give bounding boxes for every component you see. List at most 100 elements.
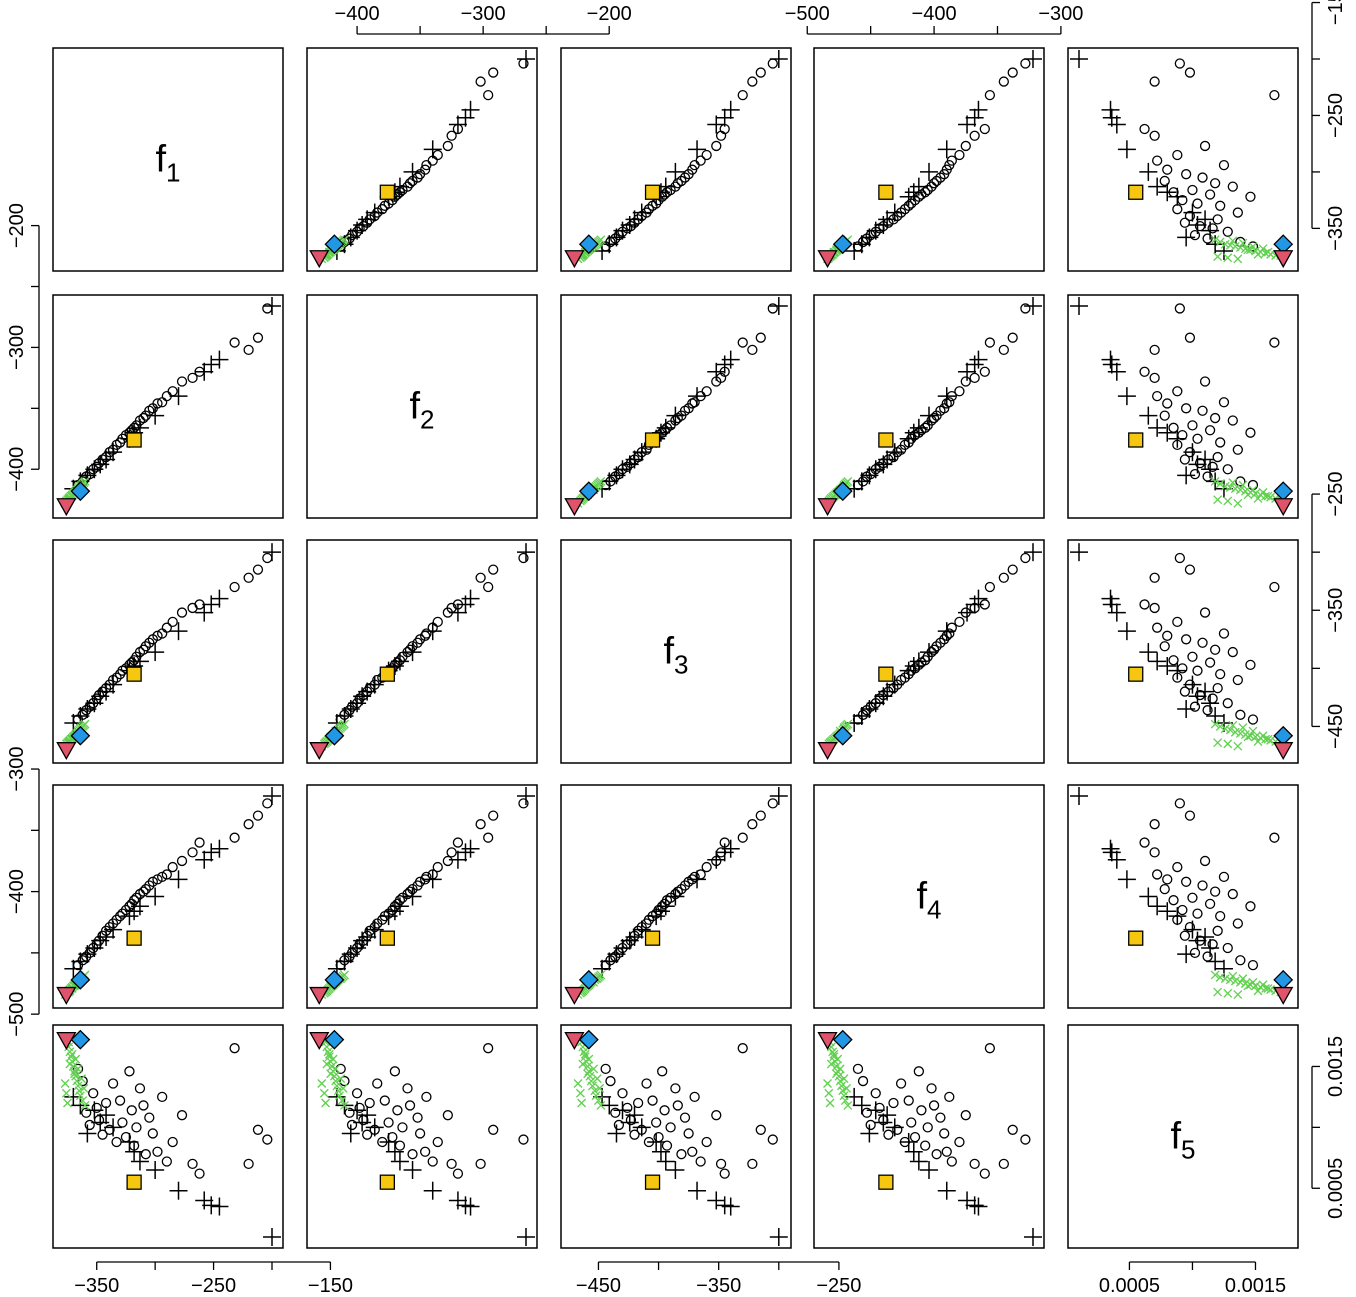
point-cross xyxy=(338,720,348,730)
point-circle xyxy=(414,1128,426,1139)
point-circle xyxy=(747,76,758,87)
tick-label: −300 xyxy=(6,747,28,792)
point-circle xyxy=(1162,874,1173,885)
panel-points xyxy=(817,50,1042,269)
point-plus xyxy=(341,1124,360,1143)
point-circle xyxy=(176,855,188,867)
point-circle xyxy=(1162,398,1173,409)
point-triangle xyxy=(817,498,838,517)
point-circle xyxy=(157,397,168,408)
point-plus xyxy=(130,1152,149,1171)
point-circle xyxy=(187,372,198,384)
point-circle xyxy=(1269,832,1280,843)
panel-points xyxy=(564,1029,788,1246)
point-cross xyxy=(835,1064,845,1074)
point-circle xyxy=(1227,646,1238,658)
point-circle xyxy=(1232,444,1243,455)
point-cross xyxy=(595,1083,605,1093)
variable-label-f4: f4 xyxy=(916,876,941,925)
point-circle xyxy=(939,1128,950,1139)
point-circle xyxy=(1187,892,1198,903)
point-plus xyxy=(647,907,666,926)
point-triangle xyxy=(56,498,77,517)
point-circle xyxy=(432,1136,443,1148)
point-cross xyxy=(338,1083,348,1093)
point-triangle xyxy=(817,1032,838,1050)
point-cross xyxy=(1233,990,1243,1000)
point-cross xyxy=(1233,498,1243,508)
point-circle xyxy=(1189,468,1201,480)
point-circle xyxy=(931,175,942,187)
point-diamond xyxy=(324,725,345,746)
panel-frame xyxy=(1067,294,1299,519)
point-plus xyxy=(1183,203,1202,222)
point-circle xyxy=(120,904,132,916)
point-plus xyxy=(1148,897,1167,916)
point-circle xyxy=(1168,895,1179,906)
point-plus xyxy=(365,675,384,694)
point-plus xyxy=(600,472,619,491)
panel-r4-c2 xyxy=(306,784,538,1009)
tick-label: −400 xyxy=(6,447,28,492)
point-circle xyxy=(1232,674,1243,686)
point-circle xyxy=(916,1105,927,1116)
point-cross xyxy=(1243,490,1253,500)
point-cross xyxy=(1233,741,1243,751)
point-plus xyxy=(920,162,938,181)
panel-r5-c1 xyxy=(52,1024,284,1249)
point-plus xyxy=(958,1191,977,1210)
variable-name: f xyxy=(409,386,420,428)
point-plus xyxy=(1148,418,1167,437)
point-plus xyxy=(517,543,535,562)
point-cross xyxy=(592,1074,602,1084)
point-cross xyxy=(1210,235,1220,245)
point-triangle xyxy=(1273,742,1294,761)
point-circle xyxy=(1247,479,1259,491)
point-plus xyxy=(195,603,214,622)
point-diamond xyxy=(70,725,91,746)
point-plus xyxy=(769,297,788,315)
point-circle xyxy=(1159,641,1170,652)
panel-frame xyxy=(813,1024,1045,1249)
point-circle xyxy=(969,1158,980,1170)
point-circle xyxy=(1159,175,1170,187)
point-cross xyxy=(321,1098,331,1108)
point-plus xyxy=(958,603,977,622)
point-plus xyxy=(688,387,707,406)
point-circle xyxy=(1149,602,1160,614)
point-plus xyxy=(920,643,938,662)
point-circle xyxy=(672,178,683,189)
panel-r1-c5 xyxy=(1067,47,1299,272)
point-circle xyxy=(1209,886,1221,897)
point-cross xyxy=(1220,974,1230,984)
point-cross xyxy=(584,1054,594,1064)
point-plus xyxy=(210,839,229,858)
point-plus xyxy=(348,1101,367,1120)
point-circle xyxy=(475,819,486,830)
panel-points xyxy=(309,50,535,269)
point-plus xyxy=(1206,706,1225,725)
tick-label: 0.0015 xyxy=(1225,1275,1286,1297)
point-circle xyxy=(1222,464,1233,475)
point-plus xyxy=(899,661,918,680)
point-circle xyxy=(100,1097,112,1109)
point-circle xyxy=(610,1107,621,1118)
point-circle xyxy=(687,1146,698,1157)
point-plus xyxy=(965,595,984,614)
point-cross xyxy=(833,1054,843,1064)
point-plus xyxy=(874,1113,893,1132)
point-plus xyxy=(517,50,535,68)
point-square xyxy=(379,930,395,946)
point-cross xyxy=(1215,237,1225,247)
point-plus xyxy=(403,162,422,181)
point-plus xyxy=(874,455,893,474)
point-plus xyxy=(1070,787,1088,805)
point-circle xyxy=(1247,714,1259,725)
point-circle xyxy=(1212,925,1223,936)
point-plus xyxy=(1117,870,1136,889)
point-cross xyxy=(336,1074,346,1084)
point-cross xyxy=(1266,492,1276,502)
point-circle xyxy=(488,810,499,821)
point-plus xyxy=(1158,423,1177,442)
point-cross xyxy=(61,1088,71,1098)
